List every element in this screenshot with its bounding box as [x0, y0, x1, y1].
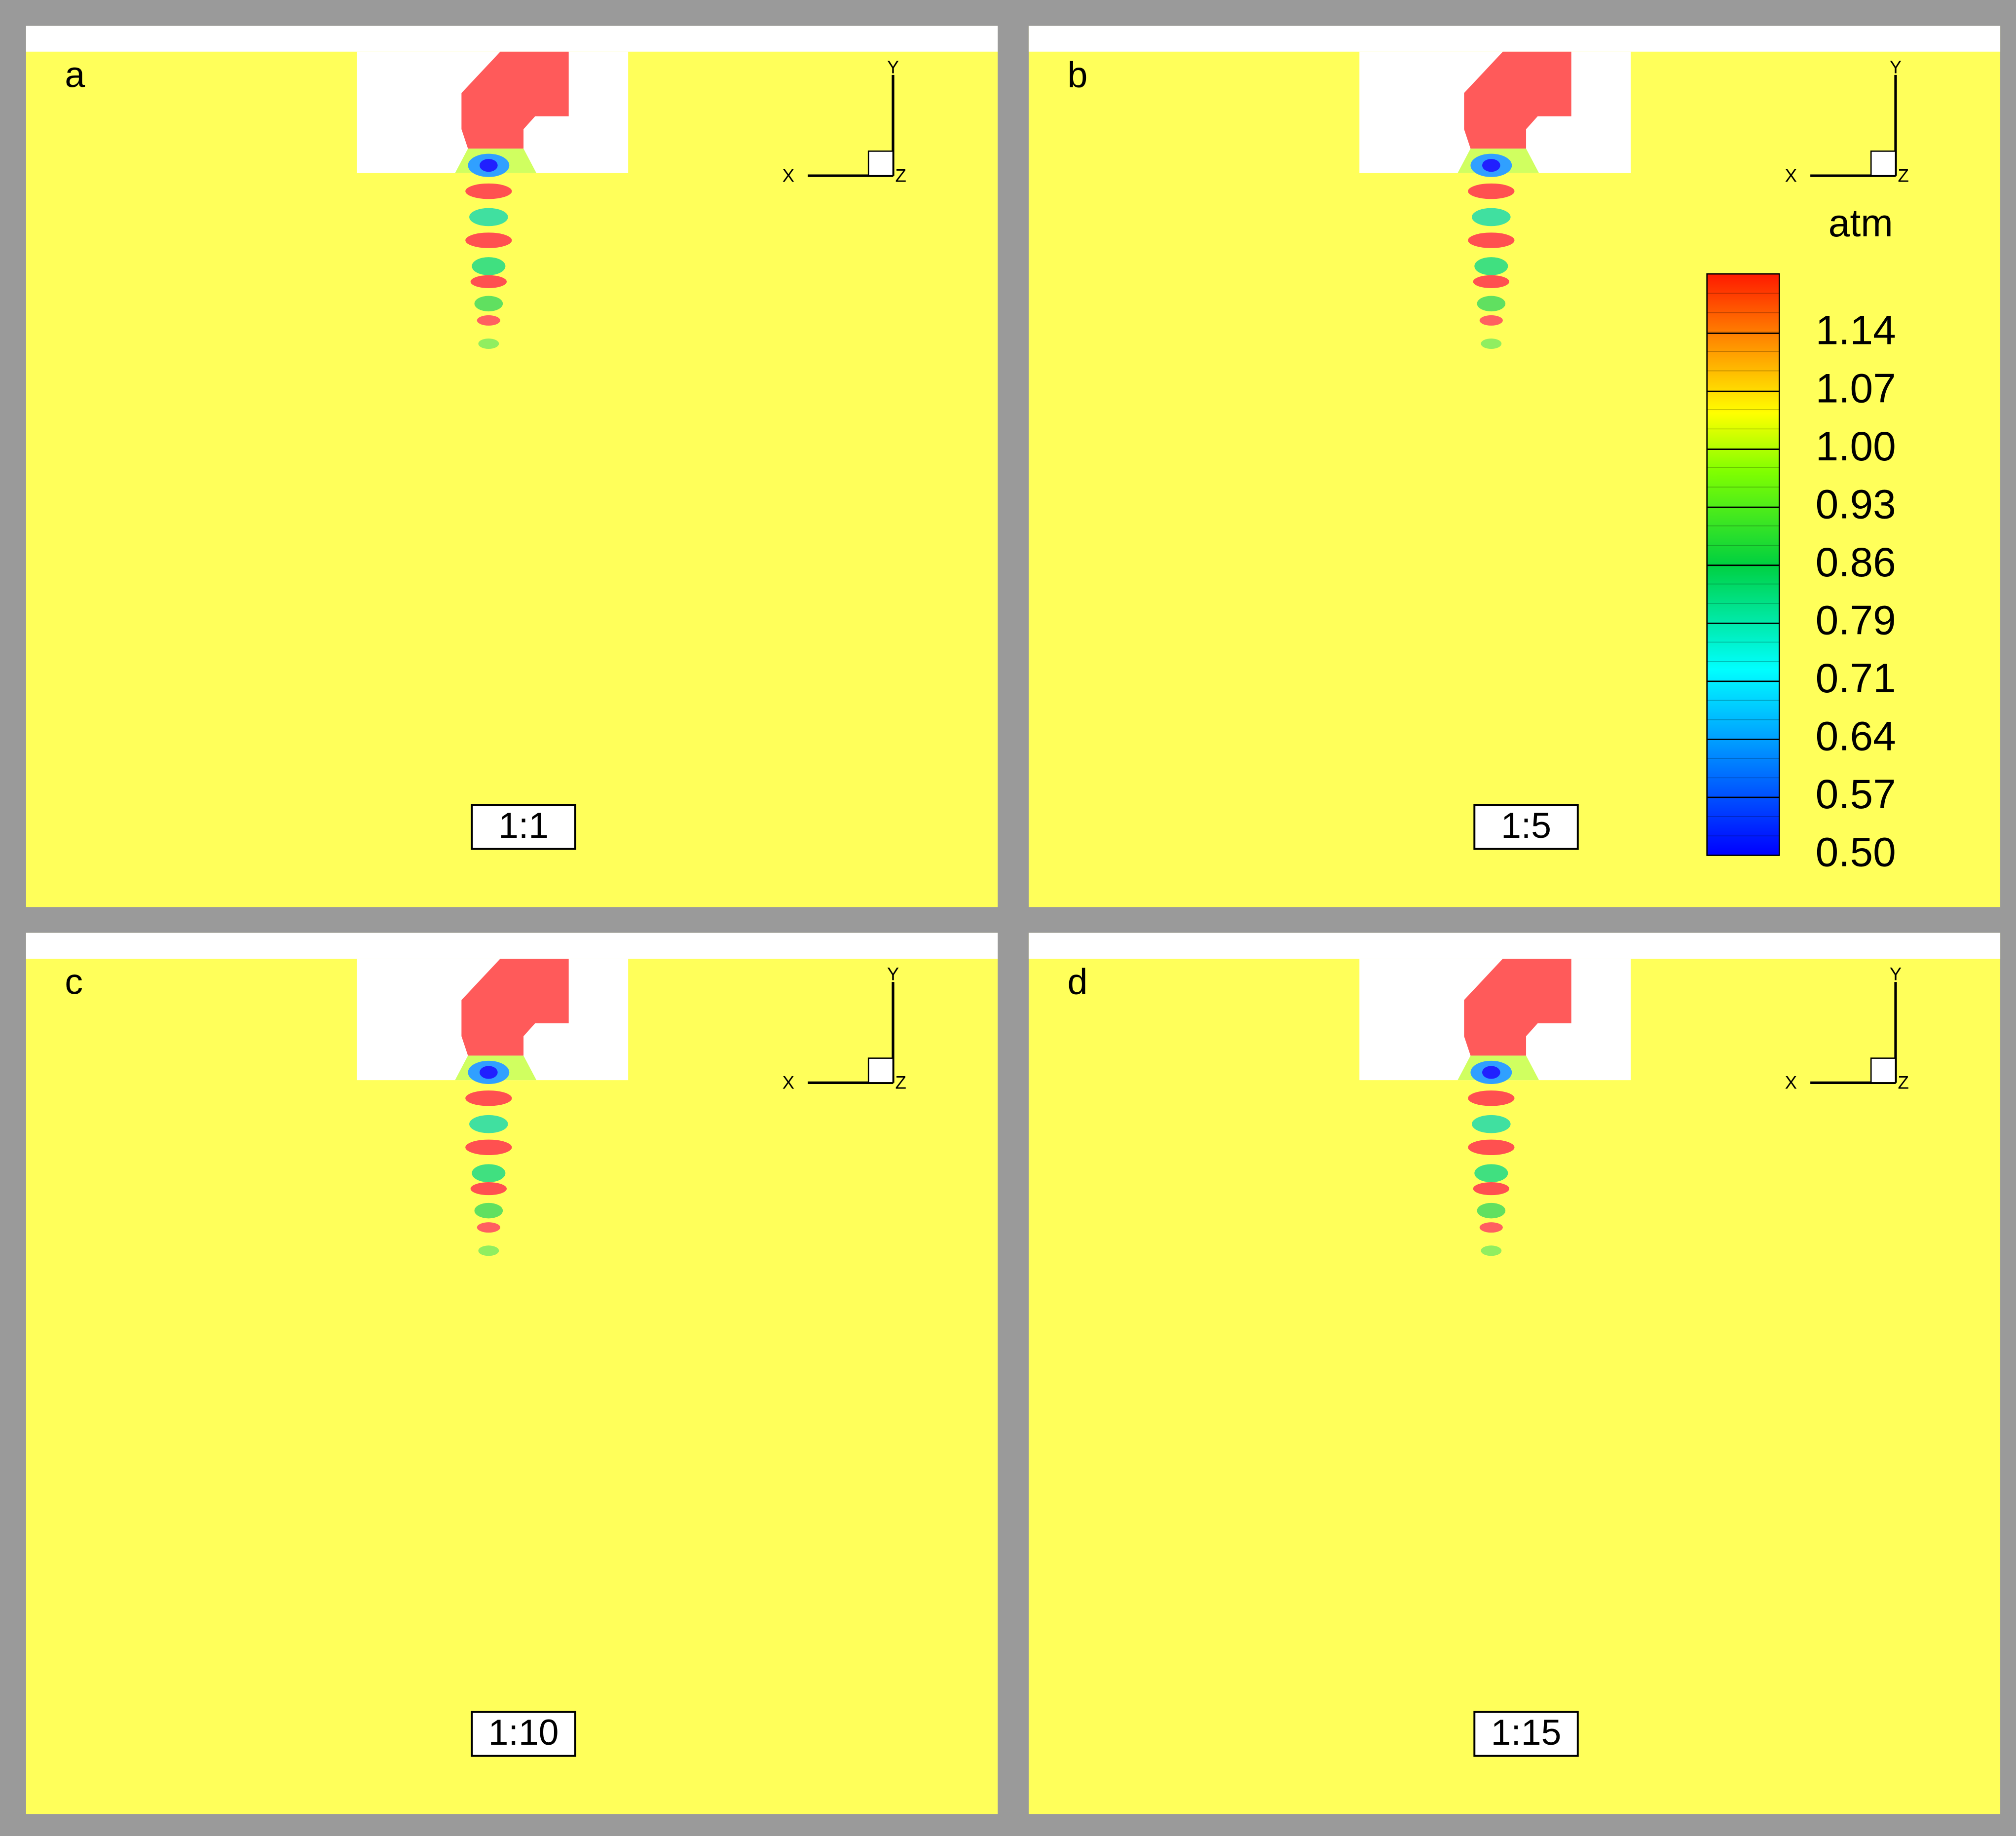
- axis-y-label: Y: [1890, 964, 1902, 984]
- panel-label: b: [1067, 54, 1087, 95]
- jet-cell: [465, 1090, 512, 1106]
- panel-label: a: [65, 54, 85, 95]
- jet-cell: [470, 1182, 507, 1196]
- axis-x-label: X: [783, 165, 794, 186]
- ratio-box: [471, 1711, 576, 1757]
- nozzle: [1464, 51, 1571, 149]
- jet-cell: [474, 1202, 503, 1219]
- panel-label: d: [1067, 962, 1087, 1002]
- jet-cell: [1482, 159, 1500, 172]
- jet-cell: [472, 1164, 506, 1182]
- jet-cell: [1474, 1164, 1508, 1182]
- jet-cell: [469, 1115, 508, 1133]
- colorbar-tick-label: 1.07: [1816, 365, 1896, 411]
- jet-cell: [1468, 1090, 1515, 1106]
- jet-cell: [1481, 1245, 1502, 1256]
- axis-z-box: [1870, 150, 1897, 177]
- axis-x-label: X: [1785, 1073, 1797, 1093]
- colorbar-tick-label: 1.00: [1816, 423, 1896, 469]
- jet-cell: [1477, 1202, 1506, 1219]
- jet-cell: [1468, 183, 1515, 199]
- jet-cell: [1468, 232, 1515, 248]
- jet-cell: [1473, 275, 1510, 288]
- panel-top-strip: [26, 26, 998, 52]
- panel: b Y X Z 1:5: [1028, 26, 2001, 907]
- jet-cell: [480, 1066, 498, 1079]
- colorbar-tick-label: 0.71: [1816, 655, 1896, 701]
- colorbar-tick-label: 0.57: [1816, 771, 1896, 817]
- axis-z-box: [867, 150, 894, 177]
- nozzle: [461, 958, 569, 1056]
- colorbar-tick-label: 0.50: [1816, 829, 1896, 875]
- nozzle: [1464, 958, 1571, 1056]
- jet-cell: [469, 208, 508, 226]
- jet-cell: [1473, 1182, 1510, 1196]
- colorbar-tick-label: 0.64: [1816, 713, 1896, 759]
- jet-cell: [470, 275, 507, 288]
- jet-cell: [1472, 1115, 1511, 1133]
- ratio-box: [471, 804, 576, 850]
- axis-y-label: Y: [1890, 57, 1902, 77]
- axis-x-label: X: [1785, 165, 1797, 186]
- jet-cell: [472, 257, 506, 275]
- jet-cell: [477, 1222, 500, 1233]
- colorbar: atm 1.14 1.07 1.00 0.93 0.86 0.79 0.71 0.64 0.57 0…: [1706, 201, 1896, 875]
- panel-top-strip: [1028, 26, 2001, 52]
- jet-cell: [1472, 208, 1511, 226]
- jet-cell: [478, 338, 499, 349]
- ratio-box: [1473, 1711, 1579, 1757]
- panel: c Y X Z 1:10: [26, 933, 998, 1814]
- jet-cell: [474, 296, 503, 312]
- axis-x-label: X: [783, 1073, 794, 1093]
- jet-cell: [465, 1139, 512, 1156]
- ratio-label: 1:1: [498, 805, 549, 846]
- panel-top-strip: [26, 933, 998, 959]
- jet-cell: [1481, 338, 1502, 349]
- axis-z-box: [867, 1057, 894, 1084]
- panel: a Y X Z 1:1: [26, 26, 998, 907]
- colorbar-unit: atm: [1829, 201, 1893, 245]
- colorbar-tick-label: 0.93: [1816, 481, 1896, 527]
- jet-cell: [1482, 1066, 1500, 1079]
- axis-z-label: Z: [895, 1073, 906, 1093]
- axis-z-box: [1870, 1057, 1897, 1084]
- jet-cell: [465, 232, 512, 248]
- colorbar-tick-label: 1.14: [1816, 307, 1896, 353]
- jet-cell: [465, 183, 512, 199]
- panel-top-strip: [1028, 933, 2001, 959]
- ratio-label: 1:10: [488, 1712, 559, 1753]
- axis-y-label: Y: [887, 964, 899, 984]
- colorbar-tick-label: 0.86: [1816, 539, 1896, 585]
- jet-cell: [1468, 1139, 1515, 1156]
- jet-cell: [478, 1245, 499, 1256]
- axis-z-label: Z: [1898, 1073, 1908, 1093]
- jet-cell: [477, 315, 500, 326]
- colorbar-fill: [1706, 273, 1780, 856]
- jet-cell: [1474, 257, 1508, 275]
- axis-z-label: Z: [895, 165, 906, 186]
- axis-y-label: Y: [887, 57, 899, 77]
- colorbar-tick-label: 0.79: [1816, 597, 1896, 643]
- ratio-label: 1:15: [1491, 1712, 1562, 1753]
- axis-z-label: Z: [1898, 165, 1908, 186]
- ratio-box: [1473, 804, 1579, 850]
- jet-cell: [1479, 1222, 1503, 1233]
- jet-cell: [1477, 296, 1506, 312]
- ratio-label: 1:5: [1501, 805, 1551, 846]
- jet-cell: [480, 159, 498, 172]
- panel-label: c: [65, 962, 83, 1002]
- jet-cell: [1479, 315, 1503, 326]
- panel: d Y X Z 1:15: [1028, 933, 2001, 1814]
- nozzle: [461, 51, 569, 149]
